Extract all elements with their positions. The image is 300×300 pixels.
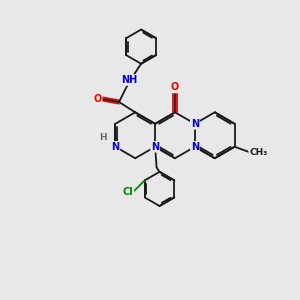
Text: N: N	[151, 142, 159, 152]
Text: N: N	[111, 142, 119, 152]
Text: O: O	[171, 82, 179, 92]
Text: N: N	[191, 119, 199, 129]
Text: O: O	[93, 94, 102, 104]
Text: H: H	[99, 134, 107, 142]
Text: CH₃: CH₃	[249, 148, 267, 157]
Text: Cl: Cl	[123, 187, 133, 197]
Text: NH: NH	[121, 75, 137, 85]
Text: N: N	[191, 142, 199, 152]
